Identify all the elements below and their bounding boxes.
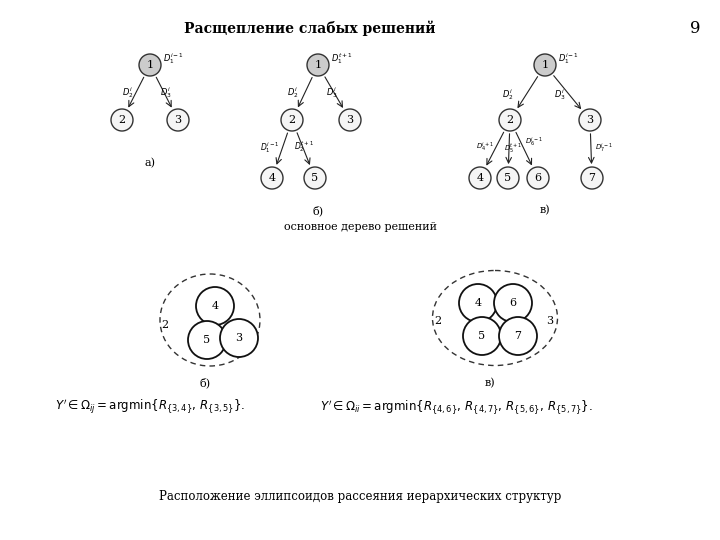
Text: 5: 5 [204, 335, 210, 345]
Text: 1: 1 [541, 60, 549, 70]
Text: $D_1^{i-1}$: $D_1^{i-1}$ [558, 52, 579, 66]
Circle shape [499, 317, 537, 355]
Text: а): а) [145, 158, 156, 168]
Circle shape [534, 54, 556, 76]
Text: б): б) [312, 205, 323, 216]
Text: 4: 4 [212, 301, 219, 311]
Text: 4: 4 [474, 298, 482, 308]
Text: 7: 7 [515, 331, 521, 341]
Text: 2: 2 [118, 115, 125, 125]
Text: 1: 1 [146, 60, 153, 70]
Circle shape [167, 109, 189, 131]
Text: 1: 1 [315, 60, 322, 70]
Text: 6: 6 [534, 173, 541, 183]
Text: 6: 6 [510, 298, 516, 308]
Text: $D_3^i$: $D_3^i$ [326, 85, 338, 100]
Circle shape [579, 109, 601, 131]
Circle shape [188, 321, 226, 359]
Text: $Y' \in \Omega_{ii} = \mathrm{argmin}\{R_{\{4,6\}},\, R_{\{4,7\}},\, R_{\{5,6\}}: $Y' \in \Omega_{ii} = \mathrm{argmin}\{R… [320, 398, 593, 417]
Circle shape [307, 54, 329, 76]
Text: 4: 4 [477, 173, 484, 183]
Text: 5: 5 [312, 173, 318, 183]
Text: 5: 5 [505, 173, 512, 183]
Text: $D_1^{i-1}$: $D_1^{i-1}$ [163, 52, 184, 66]
Circle shape [304, 167, 326, 189]
Text: 7: 7 [588, 173, 595, 183]
Text: б): б) [199, 378, 210, 389]
Circle shape [220, 319, 258, 357]
Circle shape [261, 167, 283, 189]
Circle shape [459, 284, 497, 322]
Text: $D_3^i$: $D_3^i$ [554, 87, 566, 103]
Text: $D_2^i$: $D_2^i$ [502, 87, 514, 103]
Text: $D_2^i$: $D_2^i$ [122, 85, 134, 100]
Text: $D_4^{i+1}$: $D_4^{i+1}$ [476, 140, 494, 154]
Circle shape [527, 167, 549, 189]
Text: $D_1^{t+1}$: $D_1^{t+1}$ [331, 52, 353, 66]
Text: основное дерево решений: основное дерево решений [284, 222, 436, 232]
Circle shape [463, 317, 501, 355]
Text: 3: 3 [346, 115, 354, 125]
Text: 2: 2 [434, 316, 441, 326]
Text: 2: 2 [161, 320, 168, 330]
Text: $D_6^{i-1}$: $D_6^{i-1}$ [525, 136, 543, 148]
Text: $D_2^{t+1}$: $D_2^{t+1}$ [294, 139, 314, 154]
Circle shape [494, 284, 532, 322]
Text: 2: 2 [289, 115, 296, 125]
Circle shape [339, 109, 361, 131]
Text: 2: 2 [506, 115, 513, 125]
Text: $D_3^i$: $D_3^i$ [160, 85, 172, 100]
Text: $D_7^{i-1}$: $D_7^{i-1}$ [595, 141, 613, 154]
Circle shape [281, 109, 303, 131]
Circle shape [499, 109, 521, 131]
Circle shape [139, 54, 161, 76]
Text: $D_2^i$: $D_2^i$ [287, 85, 299, 100]
Text: в): в) [540, 205, 550, 215]
Text: $D_1^{i-1}$: $D_1^{i-1}$ [260, 140, 280, 156]
Text: Расположение эллипсоидов рассеяния иерархических структур: Расположение эллипсоидов рассеяния иерар… [159, 490, 561, 503]
Circle shape [469, 167, 491, 189]
Text: Расщепление слабых решений: Расщепление слабых решений [184, 20, 436, 36]
Text: 3: 3 [546, 316, 554, 326]
Circle shape [497, 167, 519, 189]
Circle shape [581, 167, 603, 189]
Text: в): в) [485, 378, 495, 388]
Text: $Y' \in \Omega_{ij} = \mathrm{argmin}\{R_{\{3,4\}},\, R_{\{3,5\}}\}.$: $Y' \in \Omega_{ij} = \mathrm{argmin}\{R… [55, 398, 245, 416]
Text: 4: 4 [269, 173, 276, 183]
Circle shape [111, 109, 133, 131]
Circle shape [196, 287, 234, 325]
Text: 3: 3 [586, 115, 593, 125]
Text: 3: 3 [235, 333, 243, 343]
Text: 5: 5 [478, 331, 485, 341]
Text: 3: 3 [174, 115, 181, 125]
Text: 9: 9 [690, 20, 701, 37]
Text: $D_5^{t+1}$: $D_5^{t+1}$ [504, 140, 522, 153]
